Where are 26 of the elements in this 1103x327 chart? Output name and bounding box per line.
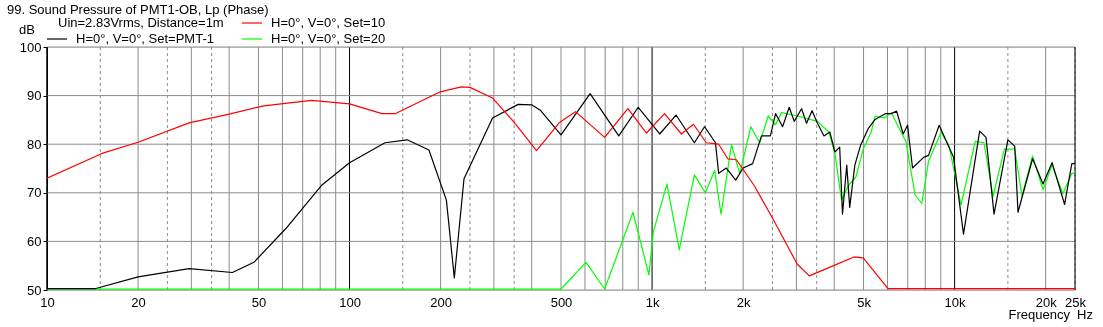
x-tick-label: 25k [1065,294,1087,310]
x-tick-label: 2k [736,294,752,310]
chart-title: 99. Sound Pressure of PMT1-OB, Lp (Phase) [7,2,269,17]
y-tick-label: 50 [27,282,42,298]
x-tick-label: 1k [645,294,660,310]
y-tick-label: 70 [27,185,42,201]
x-axis-title: Frequency [1008,307,1071,322]
x-tick-label: 100 [339,294,361,310]
legend-label: H=0°, V=0°, Set=20 [271,31,386,46]
legend-label: H=0°, V=0°, Set=10 [271,15,386,30]
x-tick-label: 200 [430,294,452,310]
text: Hz [1077,307,1093,322]
chart-subtitle: Uin=2.83Vrms, Distance=1m [58,15,224,30]
x-tick-label: 5k [857,294,872,310]
y-tick-label: 90 [27,88,42,104]
x-tick-label: 500 [550,294,573,310]
x-tick-label: 10k [944,294,967,310]
x-tick-label: 10 [40,294,55,310]
y-tick-label: 100 [19,39,42,55]
legend-label: H=0°, V=0°, Set=PMT-1 [76,31,214,46]
y-axis-title: dB [19,22,35,37]
x-tick-label: 50 [251,294,267,310]
x-tick-label: 20k [1035,294,1058,310]
y-tick-label: 60 [27,233,42,249]
y-tick-label: 80 [27,136,42,152]
x-tick-label: 20 [131,294,146,310]
